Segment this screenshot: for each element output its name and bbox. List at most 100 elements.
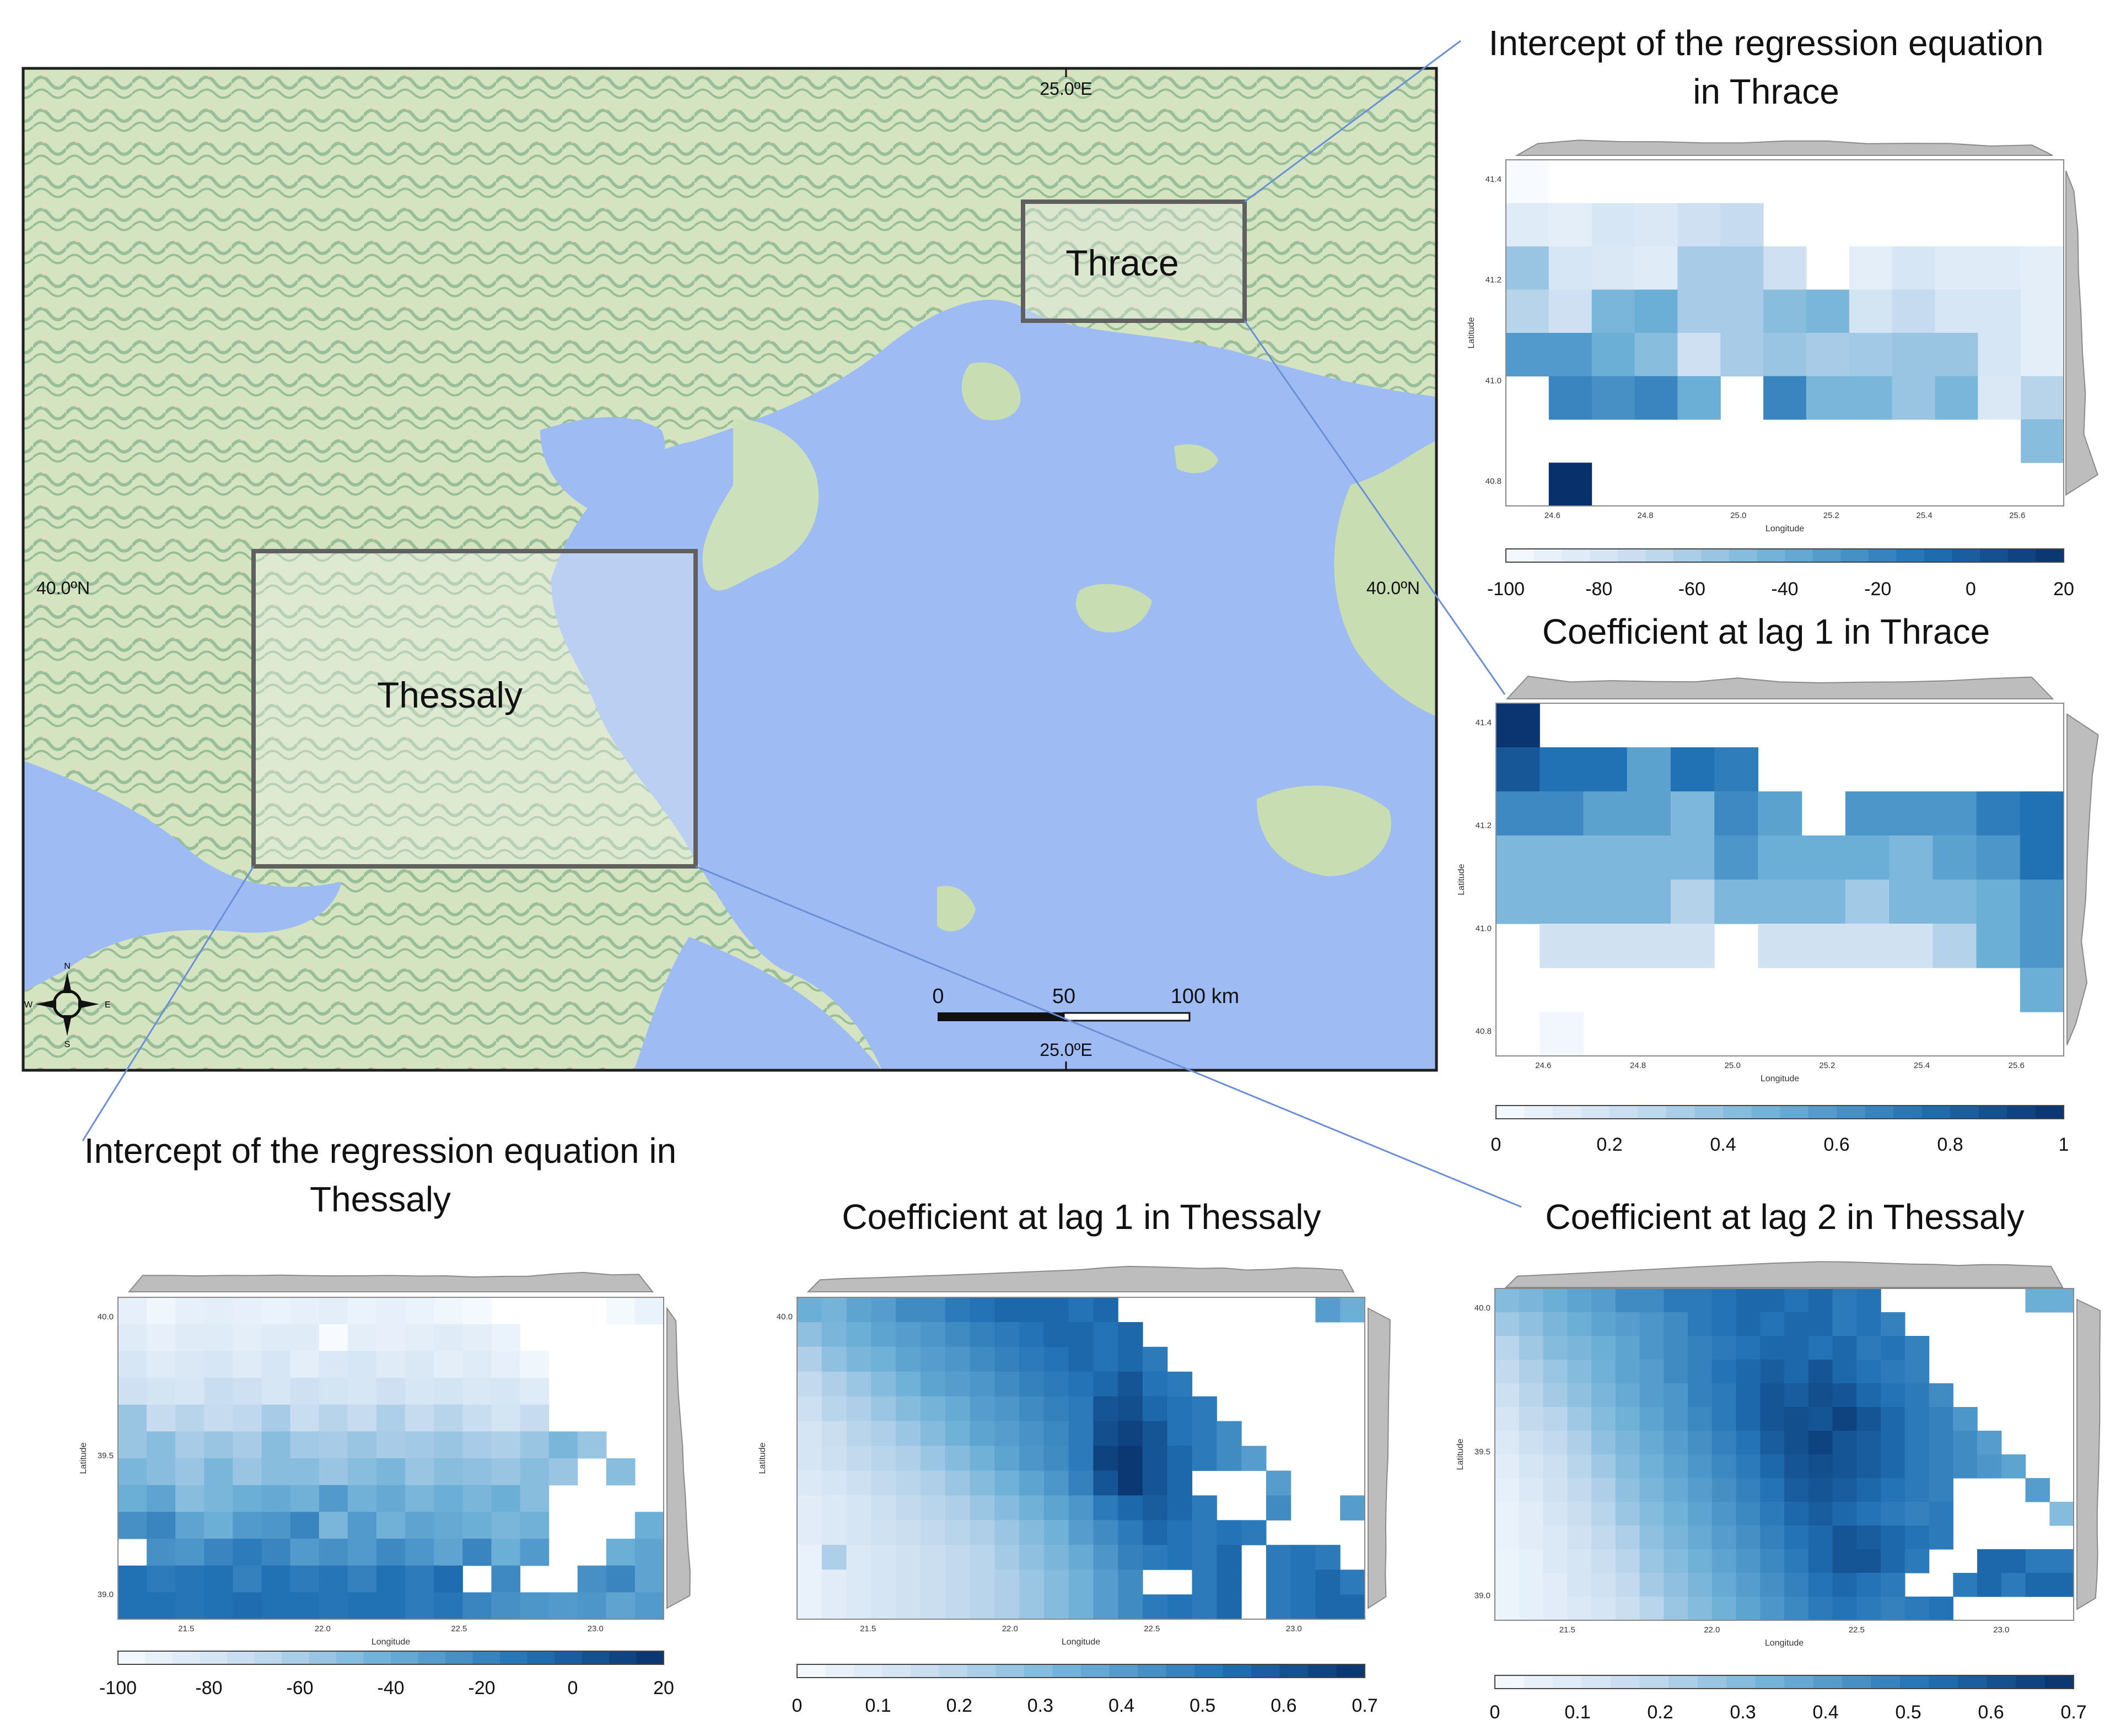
heatmap-cell (1688, 1525, 1713, 1550)
heatmap-cell (1760, 1525, 1785, 1550)
heatmap-cell (970, 1322, 995, 1347)
colorbar-border (1505, 548, 2064, 563)
heatmap-cell (1118, 1520, 1143, 1545)
heatmap-cell (2049, 1288, 2074, 1313)
colorbar-segment (1645, 549, 1674, 562)
heatmap-cell (1615, 1502, 1640, 1526)
heatmap-cell (434, 1485, 463, 1512)
heatmap-cell (1019, 1396, 1045, 1422)
heatmap-cell (1736, 1407, 1761, 1431)
heatmap-cell (1496, 835, 1540, 880)
heatmap-cell (1664, 1312, 1688, 1336)
colorbar-segment (282, 1651, 310, 1664)
y-tick-label: 41.4 (1476, 718, 1492, 727)
colorbar-tick-label: 0.5 (1895, 1702, 1921, 1723)
heatmap-cell (1540, 835, 1584, 880)
heatmap-cell (1849, 289, 1893, 333)
heatmap-cell (1540, 880, 1584, 924)
heatmap-cell (462, 1378, 492, 1405)
heatmap-cell (1019, 1545, 1045, 1570)
colorbar-segment (1900, 1675, 1930, 1689)
heatmap-cell (1904, 1454, 1930, 1479)
heatmap-cell (1978, 333, 2021, 377)
colorbar-segment (2044, 1675, 2074, 1689)
heatmap-cell (1892, 333, 1935, 377)
heatmap-cell (1784, 1288, 1809, 1313)
colorbar-segment (1958, 1675, 1988, 1689)
colorbar-tick-label: 0.2 (946, 1695, 972, 1716)
colorbar-segment (254, 1651, 282, 1664)
heatmap-cell (846, 1446, 871, 1471)
colorbar-segment (1980, 549, 2009, 562)
heatmap-cell (1192, 1421, 1217, 1447)
heatmap-cell (347, 1512, 377, 1539)
heatmap-cell (821, 1545, 847, 1570)
heatmap-cell (1856, 1502, 1881, 1526)
heatmap-cell (871, 1371, 896, 1397)
heatmap-cell (1664, 1383, 1688, 1408)
heatmap-cell (1832, 1407, 1857, 1431)
x-tick-label: 24.6 (1535, 1061, 1551, 1070)
heatmap-cell (1664, 1525, 1688, 1550)
heatmap-cell (1506, 333, 1549, 377)
region-box-thrace[interactable] (1021, 200, 1247, 323)
heatmap-cell (1627, 880, 1671, 924)
heatmap-cell (204, 1351, 233, 1378)
region-box-thessaly[interactable] (251, 549, 698, 869)
heatmap-cell (821, 1297, 847, 1323)
y-tick-label: 39.5 (98, 1451, 114, 1460)
heatmap-cell (376, 1404, 406, 1432)
x-axis-label-thessaly-intercept: Longitude (372, 1637, 410, 1647)
heatmap-cell (821, 1570, 847, 1595)
heatmap-cell (1167, 1495, 1193, 1521)
heatmap-cell (290, 1404, 320, 1432)
heatmap-cell (1143, 1421, 1168, 1447)
heatmap-cell (1977, 1549, 2002, 1573)
heatmap-cell (1720, 333, 1764, 377)
heatmap-cell (462, 1431, 492, 1459)
heatmap-cell (1068, 1346, 1094, 1372)
heatmap-cell (2001, 1573, 2026, 1597)
colorbar-segment (472, 1651, 500, 1664)
heatmap-cell (1217, 1520, 1242, 1545)
heatmap-cell (290, 1351, 320, 1378)
heatmap-cell (1167, 1421, 1193, 1447)
heatmap-cell (1758, 924, 1802, 968)
heatmap-cell (896, 1396, 921, 1422)
colorbar-tick-label: 0 (568, 1678, 578, 1699)
heatmap-cell (1664, 1288, 1688, 1313)
heatmap-cell (1068, 1545, 1094, 1570)
y-tick-label: 40.8 (1476, 1027, 1492, 1036)
heatmap-cell (1845, 835, 1890, 880)
heatmap-cell (1118, 1322, 1143, 1347)
x-tick-label: 25.0 (1730, 511, 1746, 520)
heatmap-cell (896, 1346, 921, 1372)
heatmap-cell (1904, 1360, 1930, 1384)
x-axis-label-thrace-intercept: Longitude (1766, 524, 1804, 533)
heatmap-cell (1019, 1371, 1045, 1397)
heatmap-cell (1043, 1594, 1069, 1620)
heatmap-cell (1904, 1525, 1930, 1550)
heatmap-cell (1043, 1322, 1069, 1347)
heatmap-cell (1567, 1288, 1592, 1313)
map-sea-gulf (540, 417, 665, 513)
heatmap-cell (821, 1594, 847, 1620)
heatmap-cell (1760, 1360, 1785, 1384)
panel-title-thessaly-lag2-line-0: Coefficient at lag 2 in Thessaly (1545, 1197, 2024, 1237)
heatmap-cell (1670, 791, 1715, 836)
colorbar-segment (1922, 1106, 1951, 1119)
heatmap-cell (1758, 791, 1802, 836)
heatmap-cell (1567, 1312, 1592, 1336)
heatmap-cell (846, 1421, 871, 1447)
heatmap-cell (1933, 924, 1977, 968)
colorbar-segment (1673, 549, 1702, 562)
scale-label-0: 0 (932, 985, 944, 1008)
heatmap-cell (1763, 376, 1807, 420)
heatmap-cell (1118, 1545, 1143, 1570)
heatmap-cell (118, 1297, 147, 1325)
heatmap-cell (920, 1346, 946, 1372)
heatmap-cell (846, 1570, 871, 1595)
colorbar-border (796, 1664, 1365, 1678)
heatmap-cell (821, 1371, 847, 1397)
